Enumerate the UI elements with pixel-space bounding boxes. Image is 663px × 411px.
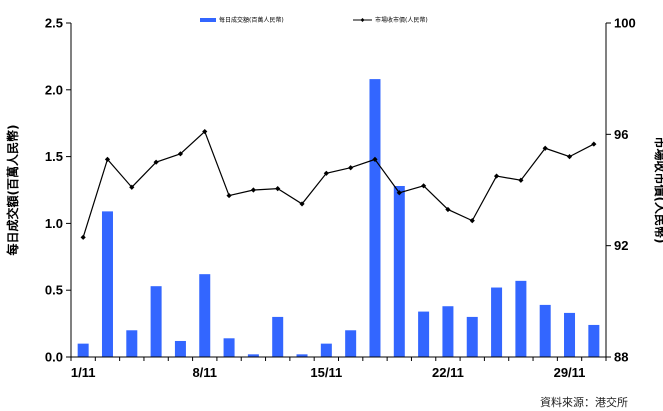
price-line <box>82 130 595 238</box>
price-line-series <box>80 128 597 240</box>
source-note: 資料來源：港交所 <box>540 396 628 409</box>
bar <box>199 274 211 357</box>
price-point <box>202 128 208 135</box>
price-point <box>469 218 475 224</box>
price-point <box>323 170 329 176</box>
bar <box>223 338 235 357</box>
x-tick-label: 29/11 <box>554 365 586 380</box>
bar <box>320 343 332 357</box>
bar <box>491 287 503 357</box>
price-point <box>591 141 597 147</box>
left-tick-label: 0.5 <box>45 283 63 298</box>
price-point <box>421 183 427 189</box>
left-tick-label: 2.5 <box>45 16 63 31</box>
price-point <box>566 154 573 160</box>
legend: 每日成交額(百萬人民幣) 市場收市價(人民幣) <box>200 16 428 24</box>
right-tick-label: 96 <box>614 127 628 142</box>
bar <box>126 330 138 357</box>
x-tick-label: 15/11 <box>310 365 342 380</box>
price-point <box>250 187 256 193</box>
bar <box>564 312 576 357</box>
price-point <box>153 159 159 165</box>
bar <box>588 324 600 357</box>
left-axis-ticks: 0.0 0.5 1.0 1.5 2.0 2.5 <box>45 16 71 365</box>
right-tick-label: 92 <box>614 238 628 253</box>
bar <box>442 306 454 357</box>
right-tick-label: 88 <box>614 350 628 365</box>
bar <box>77 343 89 357</box>
left-tick-label: 1.0 <box>45 216 63 231</box>
left-tick-label: 1.5 <box>45 149 63 164</box>
bar <box>539 304 551 357</box>
right-axis-ticks: 88 92 96 100 <box>606 16 636 365</box>
price-point <box>445 206 451 213</box>
price-point <box>396 190 402 196</box>
bar <box>393 185 405 357</box>
legend-line-label: 市場收市價(人民幣) <box>375 16 428 24</box>
price-point <box>275 186 281 192</box>
legend-bar-label: 每日成交額(百萬人民幣) <box>219 16 284 24</box>
x-tick-label: 22/11 <box>432 365 464 380</box>
price-point <box>299 201 305 207</box>
right-axis-title: 市場收市價(人民幣) <box>653 137 663 244</box>
price-point <box>226 192 232 199</box>
left-axis-title: 每日成交額(百萬人民幣) <box>5 125 20 256</box>
bar-series <box>77 79 600 358</box>
price-point <box>348 165 354 171</box>
bar <box>296 354 308 357</box>
bar <box>369 79 381 358</box>
left-tick-label: 0.0 <box>45 350 63 365</box>
bar <box>174 340 186 357</box>
x-tick-label: 1/11 <box>71 365 96 380</box>
x-tick-label: 8/11 <box>192 365 217 380</box>
right-tick-label: 100 <box>614 16 636 31</box>
price-point <box>129 184 135 190</box>
bar <box>247 354 259 357</box>
bar <box>345 330 357 357</box>
legend-line-marker <box>360 18 365 22</box>
price-point <box>518 177 524 183</box>
price-point <box>80 234 86 240</box>
price-point <box>372 156 378 162</box>
price-point <box>493 173 500 179</box>
price-point <box>104 156 111 162</box>
price-point <box>542 145 548 151</box>
price-point <box>177 151 184 157</box>
legend-bar-swatch <box>200 18 216 22</box>
left-tick-label: 2.0 <box>45 82 63 97</box>
bar <box>515 280 527 357</box>
bar <box>101 211 113 357</box>
bar <box>150 286 162 357</box>
bar <box>272 316 284 357</box>
bar <box>418 311 430 357</box>
x-axis-ticks: 1/11 8/11 15/11 22/11 29/11 <box>70 357 607 380</box>
bar <box>466 316 478 357</box>
